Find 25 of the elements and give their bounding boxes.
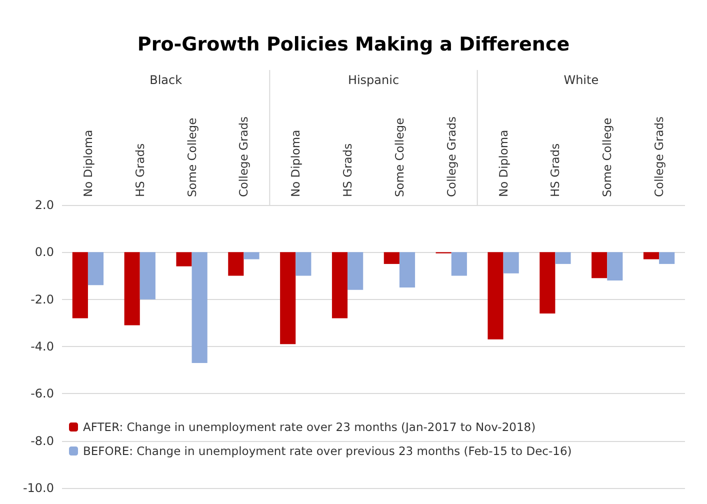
x-tick-label: HS Grads [132,143,147,197]
x-tick-label: HS Grads [340,143,355,197]
x-tick-label: HS Grads [548,143,562,197]
y-tick-label: -10.0 [22,481,54,495]
text: Hispanic [348,73,400,87]
x-tick-label: No Diploma [288,130,303,197]
legend-label: AFTER: Change in unemployment rate over 23 months (Jan-2017 to Nov-2018) [83,420,536,434]
x-tick-label: College Grads [652,116,666,197]
text: White [564,73,599,87]
y-tick-label: 0.0 [34,245,54,260]
chart-title: Pro-Growth Policies Making a Difference [137,34,570,56]
y-tick-label: 2.0 [34,198,54,212]
x-tick-label: Some College [392,118,406,197]
y-tick-label: -4.0 [30,340,54,354]
legend-label: BEFORE: Change in unemployment rate over previous 23 months (Feb-15 to Dec-16) [83,444,572,458]
y-tick-label: -8.0 [30,434,54,448]
x-tick-label: Some College [184,118,199,197]
x-tick-label: No Diploma [496,130,510,197]
x-tick-label: College Grads [444,116,458,197]
y-tick-label: -2.0 [30,292,54,306]
text: Black [150,73,182,87]
x-tick-label: Some College [600,118,614,197]
y-tick-label: -6.0 [30,386,54,401]
x-tick-label: College Grads [236,116,251,197]
x-tick-label: No Diploma [80,130,95,197]
